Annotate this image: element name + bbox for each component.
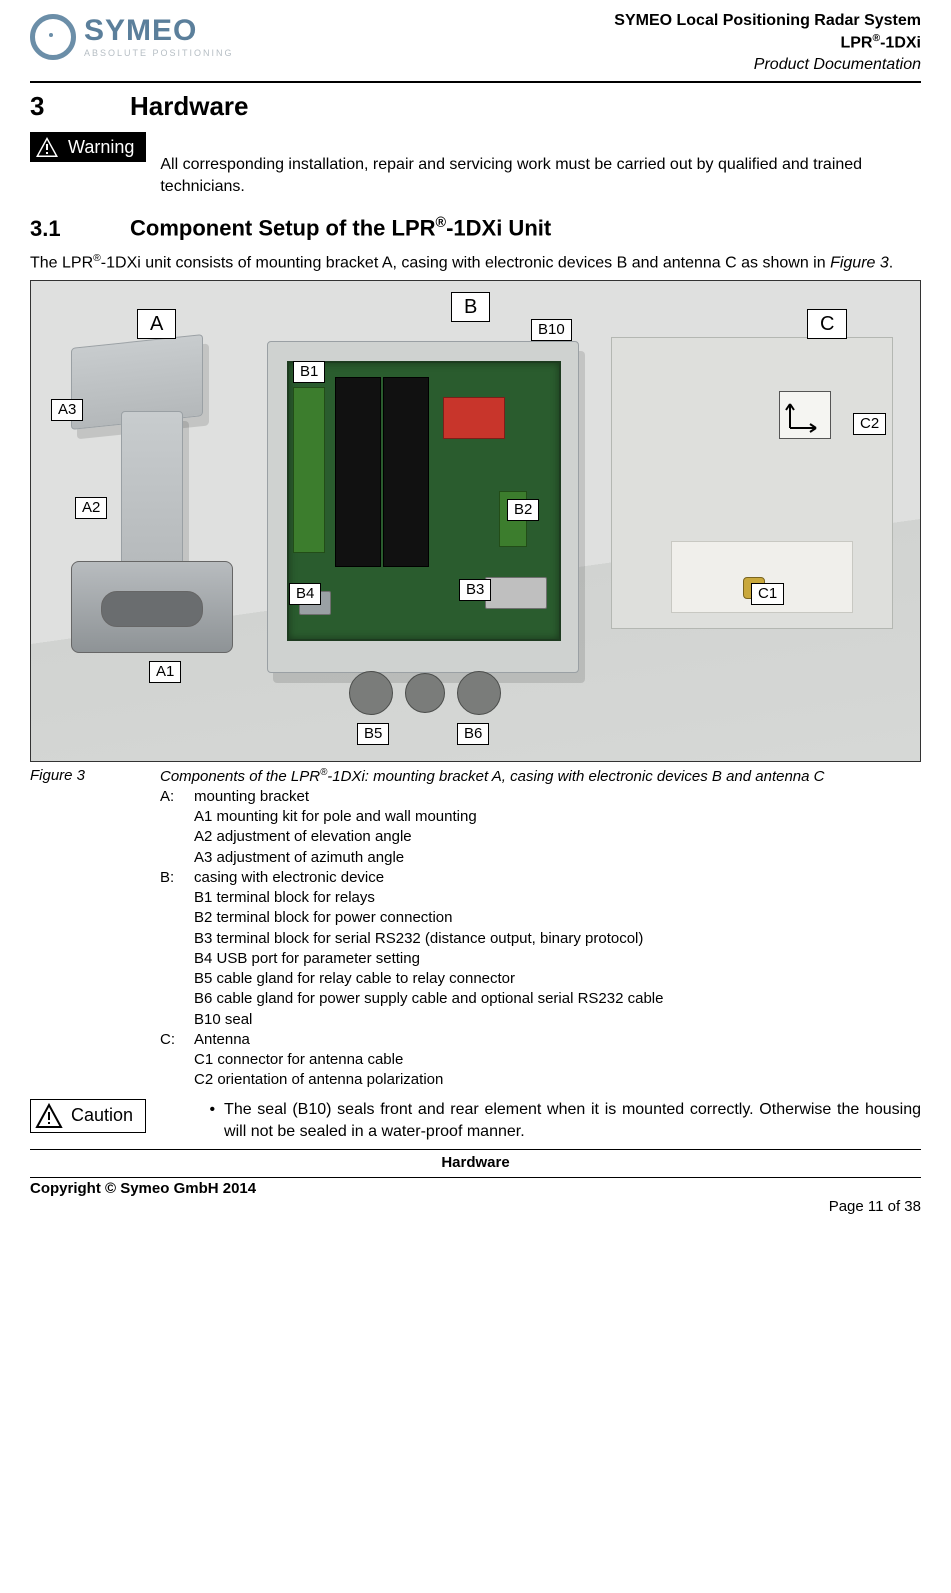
footer-section-name: Hardware	[30, 1154, 921, 1171]
component-subitem: C1 connector for antenna cable	[194, 1050, 921, 1070]
caution-icon	[35, 1103, 63, 1129]
callout-B2: B2	[507, 499, 539, 521]
component-subitem: A3 adjustment of azimuth angle	[194, 848, 921, 868]
logo: SYMEO ABSOLUTE POSITIONING	[30, 10, 234, 60]
callout-A: A	[137, 309, 176, 339]
callout-A2: A2	[75, 497, 107, 519]
warning-label: Warning	[30, 132, 146, 162]
callout-C: C	[807, 309, 847, 339]
logo-icon	[30, 14, 76, 60]
intro-paragraph: The LPR®-1DXi unit consists of mounting …	[30, 252, 921, 274]
caution-block: Caution The seal (B10) seals front and r…	[30, 1099, 921, 1144]
subsection-heading: 3.1Component Setup of the LPR®-1DXi Unit	[30, 215, 921, 241]
header-rule	[30, 81, 921, 83]
section-heading: 3Hardware	[30, 91, 921, 122]
callout-B6: B6	[457, 723, 489, 745]
callout-B1: B1	[293, 361, 325, 383]
caution-label: Caution	[30, 1099, 146, 1133]
figure-3: A B C A1 A2 A3 B1 B2 B3 B4 B5 B6 B10 C1 C2	[30, 280, 921, 762]
component-subitem: A2 adjustment of elevation angle	[194, 827, 921, 847]
doc-title-line1: SYMEO Local Positioning Radar System	[614, 10, 921, 32]
callout-B5: B5	[357, 723, 389, 745]
callout-B3: B3	[459, 579, 491, 601]
component-row: C:Antenna	[160, 1030, 921, 1050]
callout-C1: C1	[751, 583, 784, 605]
footer-rule-top	[30, 1149, 921, 1150]
component-subitem: B10 seal	[194, 1010, 921, 1030]
component-row: B:casing with electronic device	[160, 868, 921, 888]
logo-title: SYMEO	[84, 16, 234, 46]
doc-title-line3: Product Documentation	[614, 54, 921, 76]
callout-B10: B10	[531, 319, 572, 341]
figure-number: Figure 3	[30, 766, 120, 787]
component-subitem: B5 cable gland for relay cable to relay …	[194, 969, 921, 989]
logo-subtitle: ABSOLUTE POSITIONING	[84, 48, 234, 58]
component-subitem: B3 terminal block for serial RS232 (dist…	[194, 929, 921, 949]
warning-icon	[34, 135, 60, 159]
component-subitem: A1 mounting kit for pole and wall mounti…	[194, 807, 921, 827]
warning-message: All corresponding installation, repair a…	[160, 132, 921, 197]
component-subitem: B4 USB port for parameter setting	[194, 949, 921, 969]
component-subitem: B1 terminal block for relays	[194, 888, 921, 908]
warning-block: Warning All corresponding installation, …	[30, 132, 921, 197]
callout-A3: A3	[51, 399, 83, 421]
component-subitem: B6 cable gland for power supply cable an…	[194, 989, 921, 1009]
footer-page: Page 11 of 38	[829, 1180, 921, 1215]
component-list: A:mounting bracketA1 mounting kit for po…	[160, 787, 921, 1091]
doc-header: SYMEO Local Positioning Radar System LPR…	[614, 10, 921, 75]
figure-caption: Figure 3 Components of the LPR®-1DXi: mo…	[30, 766, 921, 787]
callout-B: B	[451, 292, 490, 322]
component-row: A:mounting bracket	[160, 787, 921, 807]
caution-bullet: The seal (B10) seals front and rear elem…	[224, 1099, 921, 1144]
callout-C2: C2	[853, 413, 886, 435]
footer-copyright: Copyright © Symeo GmbH 2014	[30, 1180, 256, 1215]
component-subitem: B2 terminal block for power connection	[194, 908, 921, 928]
callout-A1: A1	[149, 661, 181, 683]
doc-title-line2: LPR®-1DXi	[614, 32, 921, 54]
callout-B4: B4	[289, 583, 321, 605]
component-subitem: C2 orientation of antenna polarization	[194, 1070, 921, 1090]
footer-rule-bottom	[30, 1177, 921, 1178]
